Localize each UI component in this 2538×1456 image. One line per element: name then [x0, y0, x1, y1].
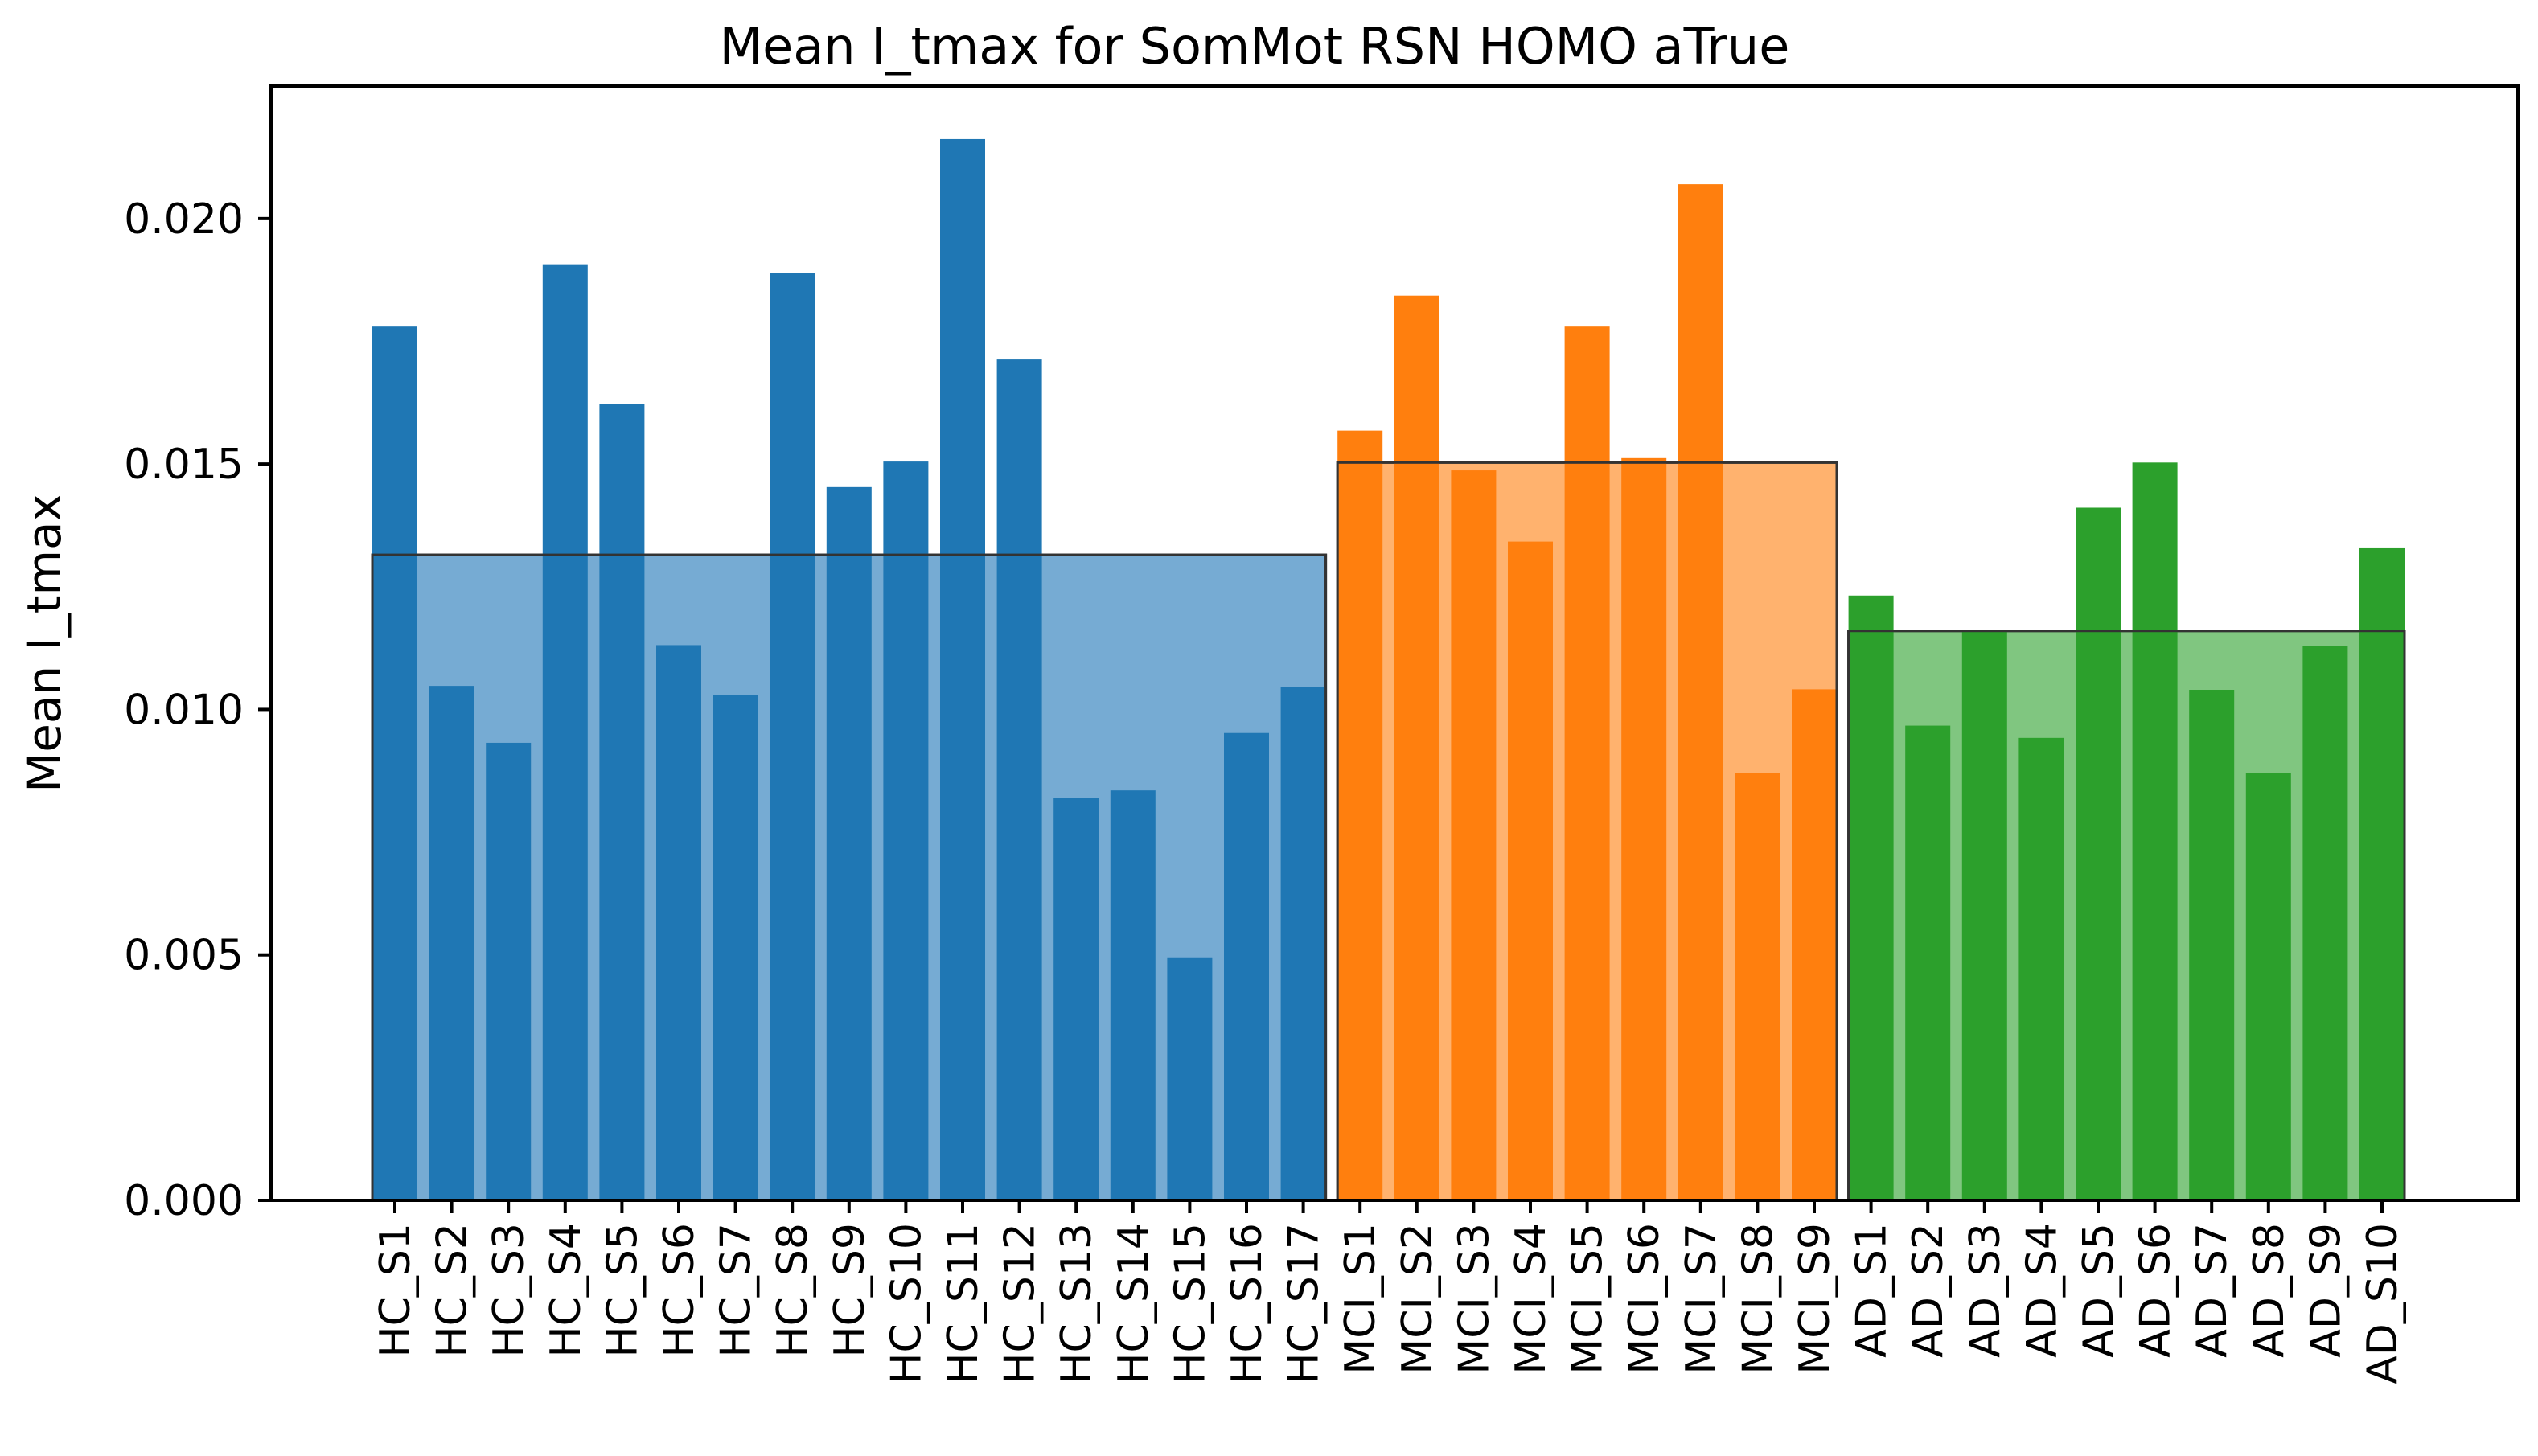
x-tick-label: HC_S1: [372, 1223, 420, 1358]
plot-frame: [269, 84, 2520, 1202]
x-tick-label: AD_S9: [2302, 1223, 2350, 1358]
bar: [1224, 732, 1269, 1200]
x-tick-label: MCI_S5: [1564, 1223, 1612, 1375]
bar: [1394, 295, 1439, 1200]
x-tick-label: MCI_S7: [1678, 1223, 1726, 1375]
bar: [2189, 690, 2235, 1200]
bar: [1848, 595, 1894, 1200]
x-tick-label: MCI_S2: [1394, 1223, 1442, 1375]
x-tick-label: MCI_S3: [1450, 1223, 1498, 1375]
x-tick-label: HC_S13: [1053, 1223, 1101, 1384]
x-tick-label: AD_S7: [2188, 1223, 2236, 1358]
bar: [429, 686, 474, 1200]
x-tick-label: AD_S2: [1904, 1223, 1953, 1358]
x-tick-label: HC_S12: [996, 1223, 1045, 1384]
x-tick-label: MCI_S8: [1734, 1223, 1782, 1375]
bar: [940, 138, 985, 1200]
x-axis-ticks: HC_S1 HC_S2 HC_S3 HC_S4 HC_S5 HC_S6 HC_S7 HC_S8…: [372, 1200, 2407, 1384]
bar: [1905, 725, 1951, 1200]
x-tick-label: HC_S7: [713, 1223, 761, 1358]
x-tick-label: HC_S6: [655, 1223, 704, 1358]
chart-title: Mean I_tmax for SomMot RSN HOMO aTrue: [720, 17, 1790, 76]
x-tick-label: AD_S8: [2245, 1223, 2294, 1358]
x-tick-label: MCI_S6: [1620, 1223, 1669, 1375]
bar: [599, 404, 645, 1200]
bar: [1053, 798, 1099, 1200]
x-tick-label: HC_S16: [1223, 1223, 1271, 1384]
bar: [826, 486, 872, 1200]
bar: [1110, 790, 1156, 1200]
bar: [486, 742, 532, 1200]
bar: [2076, 507, 2121, 1200]
x-tick-label: HC_S4: [542, 1223, 590, 1358]
bar: [2245, 773, 2291, 1200]
x-tick-label: HC_S10: [882, 1223, 930, 1384]
bar: [2018, 737, 2064, 1200]
x-tick-label: HC_S3: [485, 1223, 533, 1358]
x-tick-label: HC_S2: [429, 1223, 477, 1358]
x-tick-label: MCI_S9: [1791, 1223, 1839, 1375]
bar: [2302, 646, 2348, 1200]
bar: [1337, 430, 1383, 1200]
bar: [1508, 541, 1553, 1200]
y-axis-label: Mean I_tmax: [17, 494, 72, 793]
bar: [1678, 184, 1723, 1201]
bars-layer: [371, 138, 2406, 1202]
group-mean-overlay: [372, 555, 1326, 1200]
bar: [2359, 547, 2405, 1200]
y-tick-label: 0.000: [124, 1177, 244, 1225]
x-tick-label: HC_S9: [826, 1223, 874, 1358]
bar: [1961, 630, 2007, 1200]
group-mean-overlay: [1849, 631, 2405, 1200]
x-tick-label: AD_S4: [2018, 1223, 2066, 1358]
x-tick-label: AD_S10: [2359, 1223, 2407, 1384]
x-tick-label: HC_S14: [1110, 1223, 1158, 1384]
x-tick-label: AD_S3: [1961, 1223, 2010, 1358]
y-tick-label: 0.010: [124, 686, 244, 734]
y-tick-label: 0.005: [124, 932, 244, 980]
y-tick-label: 0.015: [124, 441, 244, 489]
bar: [1735, 773, 1780, 1200]
bar: [770, 273, 815, 1201]
x-tick-label: HC_S15: [1166, 1223, 1214, 1384]
x-tick-label: MCI_S4: [1507, 1223, 1555, 1375]
x-tick-label: MCI_S1: [1337, 1223, 1385, 1375]
bar: [656, 645, 701, 1200]
x-tick-label: HC_S8: [769, 1223, 817, 1358]
x-tick-label: AD_S1: [1848, 1223, 1896, 1358]
y-tick-label: 0.020: [124, 195, 244, 244]
y-axis-ticks: 0.000 0.005 0.010 0.015 0.020: [124, 195, 271, 1225]
x-tick-label: HC_S17: [1280, 1223, 1329, 1384]
x-tick-label: AD_S5: [2075, 1223, 2123, 1358]
bar: [1564, 326, 1610, 1200]
x-tick-label: AD_S6: [2132, 1223, 2180, 1358]
bar: [1167, 957, 1213, 1200]
bar: [1280, 687, 1326, 1200]
x-tick-label: HC_S5: [598, 1223, 647, 1358]
bar: [372, 326, 417, 1200]
bar: [1621, 457, 1667, 1200]
group-mean-overlay: [1337, 462, 1837, 1200]
x-tick-label: HC_S11: [939, 1223, 988, 1384]
bar: [996, 359, 1042, 1200]
bar: [542, 264, 588, 1200]
bar: [1792, 689, 1837, 1200]
bar: [1451, 470, 1497, 1200]
bar: [713, 695, 758, 1200]
bar: [2132, 462, 2178, 1200]
bar: [883, 461, 929, 1200]
